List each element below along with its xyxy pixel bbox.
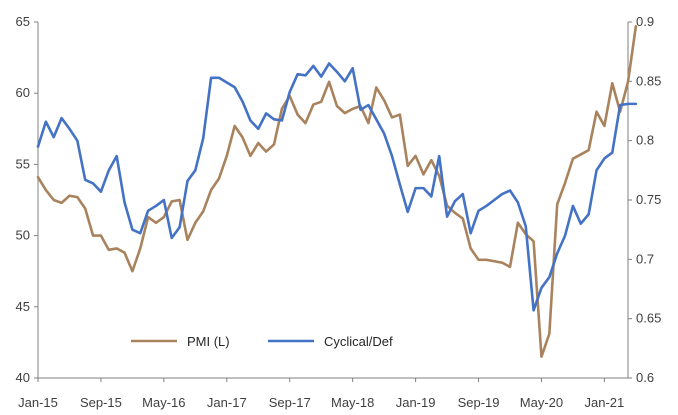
- y-right-tick-label: 0.9: [636, 14, 654, 29]
- x-tick-label: May-16: [142, 395, 185, 410]
- legend-label-cyclical-def: Cyclical/Def: [324, 334, 393, 349]
- y-left-tick-label: 60: [16, 85, 30, 100]
- x-tick-label: Jan-21: [585, 395, 625, 410]
- y-left-tick-label: 50: [16, 228, 30, 243]
- series-line-cyclical-def: [36, 62, 638, 312]
- y-left-tick-label: 55: [16, 156, 30, 171]
- y-right-tick-label: 0.7: [636, 251, 654, 266]
- x-tick-label: May-20: [520, 395, 563, 410]
- y-right-tick-label: 0.65: [636, 311, 661, 326]
- x-tick-label: Jan-17: [207, 395, 247, 410]
- x-tick-label: Jan-19: [396, 395, 436, 410]
- x-tick-label: Jan-15: [18, 395, 58, 410]
- legend-label-pmi: PMI (L): [187, 334, 230, 349]
- x-tick-label: May-18: [331, 395, 374, 410]
- y-left-tick-label: 65: [16, 14, 30, 29]
- x-tick-label: Sep-19: [458, 395, 500, 410]
- x-tick-label: Sep-15: [80, 395, 122, 410]
- series-line-pmi: [36, 24, 638, 358]
- y-right-tick-label: 0.85: [636, 73, 661, 88]
- y-right-tick-label: 0.6: [636, 370, 654, 385]
- y-right-tick-label: 0.8: [636, 133, 654, 148]
- y-left-tick-label: 40: [16, 370, 30, 385]
- x-tick-label: Sep-17: [269, 395, 311, 410]
- y-right-tick-label: 0.75: [636, 192, 661, 207]
- y-left-tick-label: 45: [16, 299, 30, 314]
